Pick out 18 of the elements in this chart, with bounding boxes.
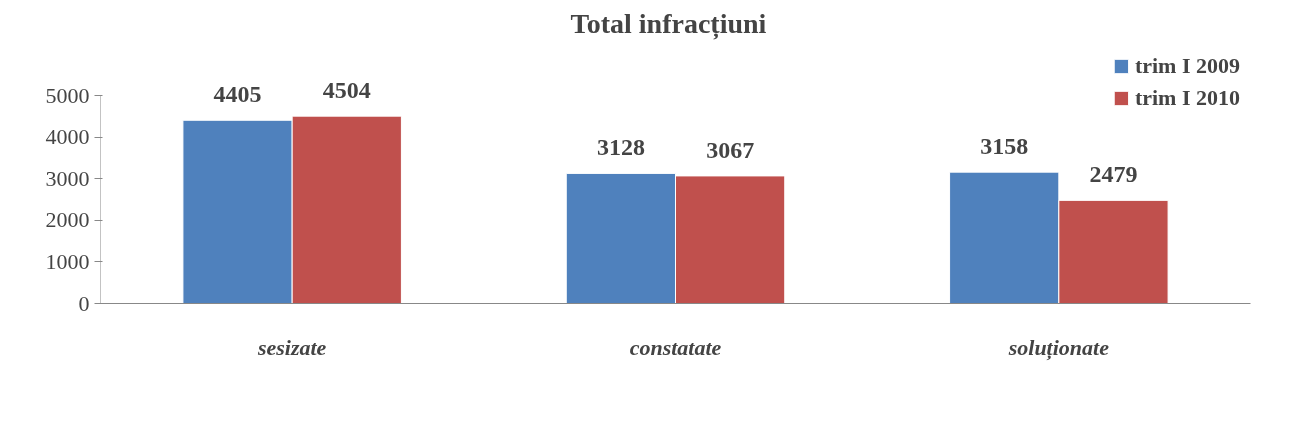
- x-tick-label: sesizate: [256, 334, 327, 360]
- chart-title: Total infracțiuni: [570, 7, 767, 40]
- data-label: 3067: [706, 136, 755, 163]
- data-label: 3158: [980, 133, 1029, 160]
- data-label: 3128: [596, 134, 645, 161]
- y-tick-label: 4000: [45, 124, 90, 150]
- data-label: 4405: [213, 81, 262, 108]
- x-tick-label: soluționate: [1007, 334, 1110, 361]
- y-tick-label: 3000: [45, 165, 90, 191]
- y-tick-label: 5000: [45, 82, 90, 108]
- y-tick-label: 1000: [45, 248, 90, 274]
- data-label: 2479: [1089, 161, 1138, 188]
- legend-label: trim I 2009: [1134, 53, 1240, 79]
- x-tick-label: constatate: [629, 334, 722, 360]
- y-tick-label: 0: [78, 290, 90, 316]
- data-label: 4504: [322, 77, 371, 104]
- legend-label: trim I 2010: [1134, 85, 1240, 111]
- y-tick-label: 2000: [45, 207, 90, 233]
